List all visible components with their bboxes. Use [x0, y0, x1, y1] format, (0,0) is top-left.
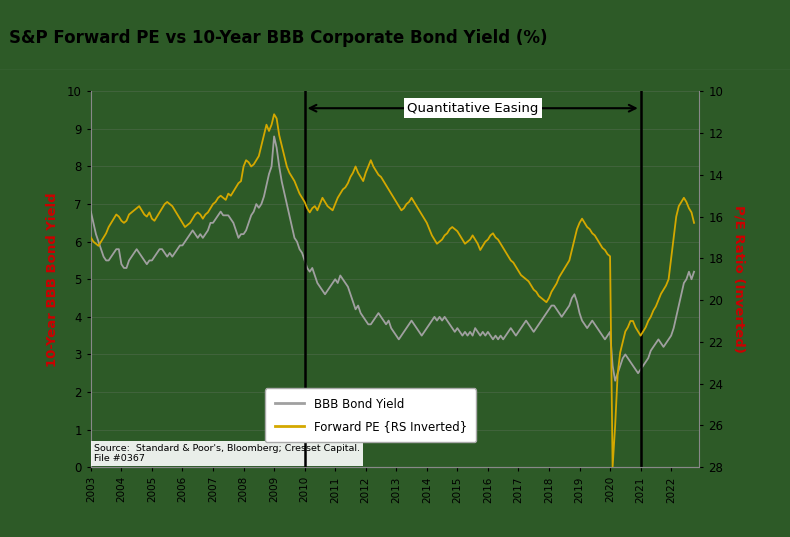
Text: Quantitative Easing: Quantitative Easing — [407, 101, 538, 115]
Legend: BBB Bond Yield, Forward PE {RS Inverted}: BBB Bond Yield, Forward PE {RS Inverted} — [265, 388, 476, 442]
Y-axis label: 10-Year BBB Bond Yield: 10-Year BBB Bond Yield — [46, 192, 58, 367]
Text: S&P Forward PE vs 10-Year BBB Corporate Bond Yield (%): S&P Forward PE vs 10-Year BBB Corporate … — [9, 28, 548, 47]
Text: Source:  Standard & Poor's, Bloomberg; Cresset Capital.
File #0367: Source: Standard & Poor's, Bloomberg; Cr… — [94, 444, 360, 463]
Y-axis label: P/E Ratio (Inverted): P/E Ratio (Inverted) — [732, 205, 746, 353]
